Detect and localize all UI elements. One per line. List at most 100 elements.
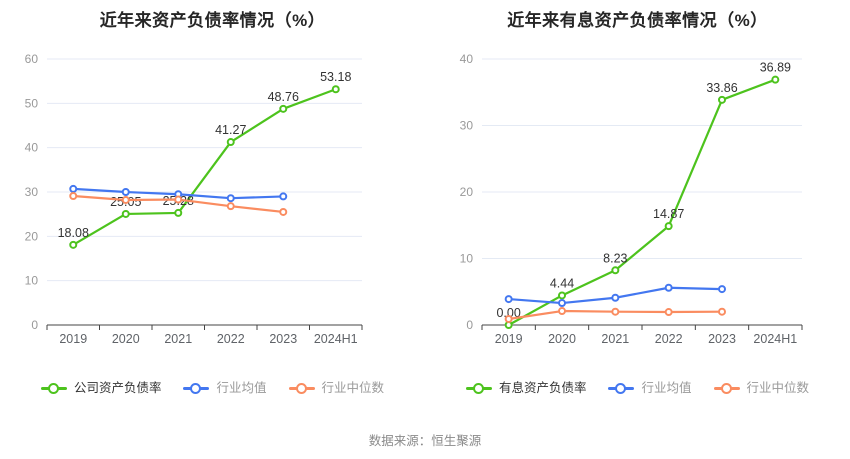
svg-text:10: 10 [25, 274, 39, 288]
data-point-marker[interactable] [718, 285, 726, 294]
data-point-marker[interactable] [279, 192, 288, 201]
legend-label: 行业中位数 [746, 381, 810, 395]
svg-text:2020: 2020 [112, 332, 140, 346]
data-point-marker[interactable] [69, 191, 78, 200]
svg-text:41.27: 41.27 [215, 123, 246, 137]
legend-item-company-debt-ratio[interactable]: 公司资产负债率 [40, 381, 162, 395]
legend-item-interest-bearing-debt-ratio[interactable]: 有息资产负债率 [465, 381, 586, 395]
svg-text:2022: 2022 [217, 332, 245, 346]
data-point-marker[interactable] [611, 266, 620, 275]
data-point-marker[interactable] [226, 202, 235, 211]
svg-text:20: 20 [460, 185, 474, 199]
data-point-marker[interactable] [69, 240, 78, 249]
line-marker-icon [713, 381, 740, 395]
line-marker-icon [40, 381, 67, 395]
data-point-marker[interactable] [279, 207, 288, 216]
legend: 有息资产负债率 行业均值 行业中位数 [425, 381, 850, 395]
x-axis [46, 324, 363, 330]
x-tick-labels: 2019 2020 2021 2022 2023 2024H1 [495, 332, 798, 346]
data-point-marker[interactable] [279, 104, 288, 113]
data-point-marker[interactable] [121, 188, 130, 196]
legend-item-industry-median[interactable]: 行业中位数 [288, 381, 385, 395]
y-tick-labels: 0 10 20 30 40 [460, 52, 474, 332]
series-line-0[interactable] [69, 85, 340, 249]
svg-text:8.23: 8.23 [603, 251, 627, 265]
data-point-marker[interactable] [611, 307, 620, 316]
data-point-marker[interactable] [226, 138, 235, 147]
data-point-marker[interactable] [331, 85, 340, 94]
chart-interest-bearing-debt-ratio: 近年来有息资产负债率情况（%） 0 10 20 30 40 2019 2020 2021 202… [425, 0, 850, 410]
data-point-marker[interactable] [174, 195, 183, 204]
svg-text:33.86: 33.86 [706, 81, 737, 95]
svg-text:2019: 2019 [495, 332, 523, 346]
data-point-marker[interactable] [121, 209, 130, 218]
svg-text:0.00: 0.00 [496, 306, 520, 320]
data-point-marker[interactable] [226, 194, 235, 203]
svg-text:0: 0 [466, 318, 473, 332]
svg-text:36.89: 36.89 [760, 61, 791, 75]
svg-text:2021: 2021 [601, 332, 629, 346]
data-point-marker[interactable] [504, 295, 513, 304]
legend-item-industry-average[interactable]: 行业均值 [183, 381, 267, 395]
chart-debt-ratio: 近年来资产负债率情况（%） 0 10 20 30 40 50 60 2019 2020 2021 2… [0, 0, 425, 410]
svg-text:2021: 2021 [164, 332, 192, 346]
line-marker-icon [183, 381, 210, 395]
svg-text:50: 50 [25, 96, 39, 110]
interest-bearing-debt-ratio-plot[interactable]: 0 10 20 30 40 2019 2020 2021 2022 2023 2024H1 0.00 4… [425, 0, 850, 360]
svg-text:2023: 2023 [269, 332, 297, 346]
chart-title: 近年来有息资产负债率情况（%） [507, 11, 768, 30]
svg-text:2024H1: 2024H1 [753, 332, 797, 346]
data-point-marker[interactable] [718, 307, 726, 316]
svg-text:18.08: 18.08 [58, 226, 89, 240]
debt-ratio-plot[interactable]: 0 10 20 30 40 50 60 2019 2020 2021 2022 2023 2024H1 1… [0, 0, 425, 360]
chart-title: 近年来资产负债率情况（%） [99, 11, 326, 30]
data-point-marker[interactable] [558, 291, 566, 300]
series-line-1[interactable] [504, 283, 726, 308]
data-point-marker[interactable] [664, 308, 673, 317]
svg-text:48.76: 48.76 [268, 90, 299, 104]
y-tick-labels: 0 10 20 30 40 50 60 [25, 52, 39, 332]
line-marker-icon [288, 381, 315, 395]
svg-text:2019: 2019 [59, 332, 87, 346]
svg-text:60: 60 [25, 52, 39, 66]
data-point-marker[interactable] [504, 315, 513, 324]
svg-text:10: 10 [460, 252, 474, 266]
svg-text:2022: 2022 [655, 332, 683, 346]
x-tick-labels: 2019 2020 2021 2022 2023 2024H1 [59, 332, 357, 346]
legend-label: 公司资产负债率 [73, 381, 162, 395]
data-point-marker[interactable] [664, 283, 673, 292]
legend-label: 行业中位数 [321, 381, 385, 395]
series-line-0[interactable] [504, 75, 780, 329]
legend-label: 行业均值 [216, 381, 267, 395]
data-point-marker[interactable] [611, 293, 620, 302]
legend-item-industry-average[interactable]: 行业均值 [608, 381, 692, 395]
data-point-marker[interactable] [558, 299, 566, 308]
gridlines [482, 58, 802, 259]
data-point-marker[interactable] [718, 95, 726, 104]
data-point-marker[interactable] [558, 307, 566, 316]
data-point-marker[interactable] [121, 195, 130, 204]
svg-text:14.87: 14.87 [653, 207, 684, 221]
svg-text:30: 30 [25, 185, 39, 199]
legend: 公司资产负债率 行业均值 行业中位数 [0, 381, 425, 395]
svg-text:20: 20 [25, 229, 39, 243]
x-axis [481, 324, 803, 330]
svg-text:2024H1: 2024H1 [314, 332, 358, 346]
data-point-marker[interactable] [174, 208, 183, 217]
svg-text:2020: 2020 [548, 332, 576, 346]
svg-text:53.18: 53.18 [320, 70, 351, 84]
svg-text:40: 40 [25, 141, 39, 155]
svg-text:4.44: 4.44 [550, 276, 574, 290]
legend-label: 行业均值 [641, 381, 692, 395]
legend-item-industry-median[interactable]: 行业中位数 [713, 381, 810, 395]
series-line-2[interactable] [69, 191, 288, 216]
data-point-marker[interactable] [69, 184, 78, 193]
svg-text:0: 0 [31, 318, 38, 332]
svg-text:40: 40 [460, 52, 474, 66]
series-line-2[interactable] [504, 307, 726, 324]
data-point-marker[interactable] [664, 222, 673, 231]
svg-text:30: 30 [460, 119, 474, 133]
data-point-marker[interactable] [771, 75, 780, 84]
